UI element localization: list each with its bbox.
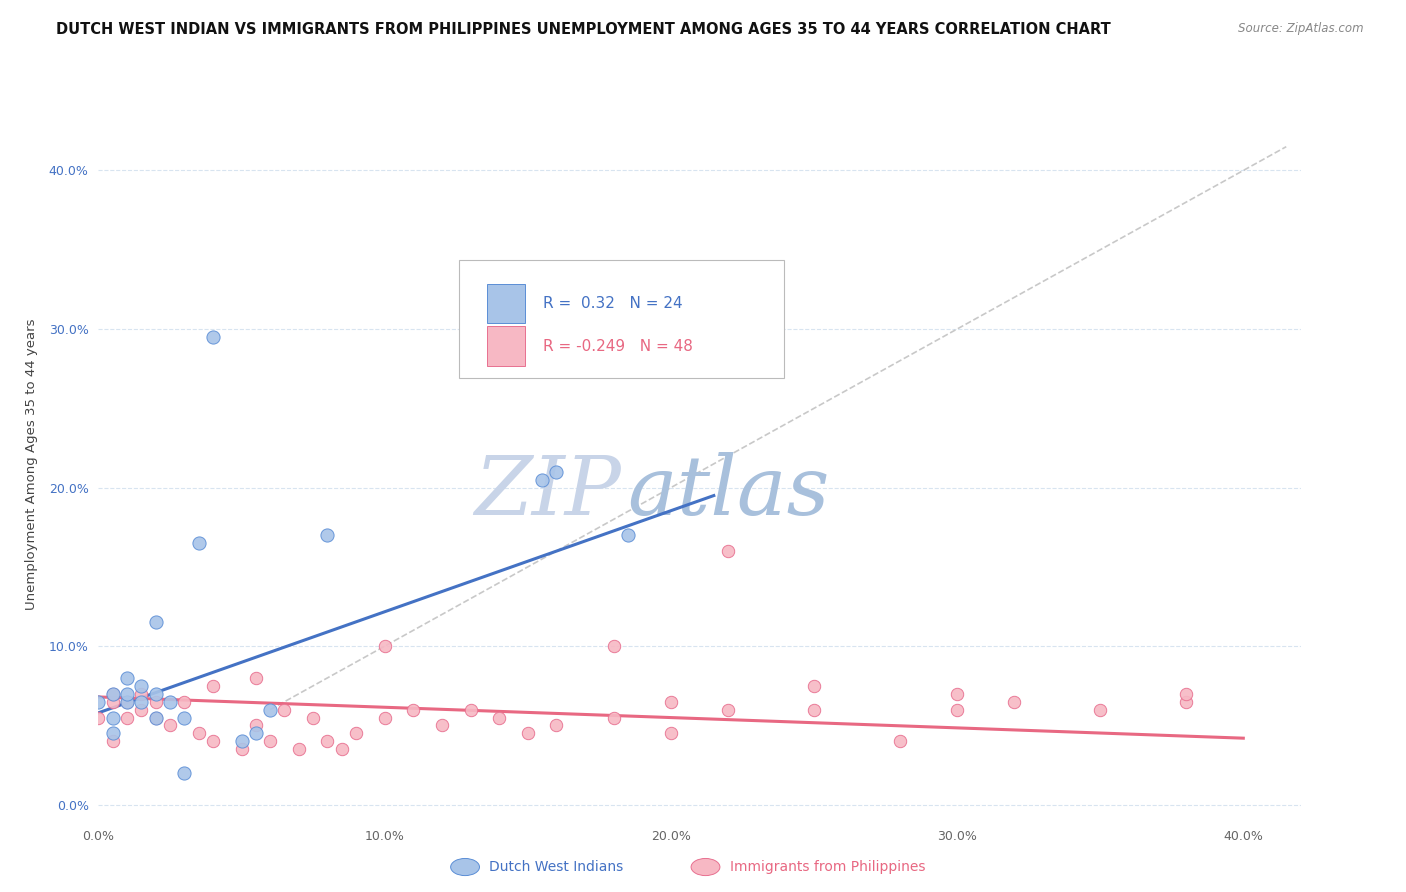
Point [131,687,153,701]
Point [430,718,453,732]
Point [259,734,281,748]
Point [115,710,138,724]
Point [145,710,167,724]
Point [617,528,640,542]
FancyBboxPatch shape [458,260,783,378]
Circle shape [451,858,479,876]
Point [115,687,138,701]
Point [330,742,353,756]
Point [1175,687,1198,701]
Text: R = -0.249   N = 48: R = -0.249 N = 48 [543,339,693,353]
Point [145,687,167,701]
Point [245,726,267,740]
Point [374,710,396,724]
Point [201,679,224,693]
Point [1088,703,1111,717]
Point [344,726,367,740]
Point [145,710,167,724]
Point [187,536,209,550]
Text: atlas: atlas [627,452,830,533]
Point [159,695,181,709]
Point [101,687,124,701]
Point [159,718,181,732]
Point [101,710,124,724]
Point [231,742,253,756]
Y-axis label: Unemployment Among Ages 35 to 44 years: Unemployment Among Ages 35 to 44 years [25,318,38,609]
Point [488,710,510,724]
Point [516,726,538,740]
Point [1175,695,1198,709]
Point [245,718,267,732]
Point [187,726,209,740]
Point [602,639,624,653]
Point [173,695,195,709]
Text: ZIP: ZIP [474,452,621,533]
FancyBboxPatch shape [486,326,526,366]
Point [717,544,740,558]
Point [131,679,153,693]
Point [173,766,195,780]
Point [273,703,295,717]
Point [889,734,911,748]
Point [131,695,153,709]
FancyBboxPatch shape [486,284,526,323]
Point [245,671,267,685]
Point [101,695,124,709]
Text: R =  0.32   N = 24: R = 0.32 N = 24 [543,296,683,310]
Point [201,330,224,344]
Point [173,710,195,724]
Point [101,734,124,748]
Point [231,734,253,748]
Point [131,703,153,717]
Point [946,687,969,701]
Point [145,615,167,630]
Point [201,734,224,748]
Point [101,726,124,740]
Point [374,639,396,653]
Text: DUTCH WEST INDIAN VS IMMIGRANTS FROM PHILIPPINES UNEMPLOYMENT AMONG AGES 35 TO 4: DUTCH WEST INDIAN VS IMMIGRANTS FROM PHI… [56,22,1111,37]
Circle shape [692,858,720,876]
Point [115,695,138,709]
Text: Source: ZipAtlas.com: Source: ZipAtlas.com [1239,22,1364,36]
Point [115,695,138,709]
Point [531,473,554,487]
Point [659,695,682,709]
Point [87,710,110,724]
Point [302,710,325,724]
Point [1002,695,1025,709]
Point [602,710,624,724]
Text: Immigrants from Philippines: Immigrants from Philippines [730,860,925,874]
Point [115,671,138,685]
Point [316,528,339,542]
Point [546,465,568,479]
Point [288,742,311,756]
Point [145,695,167,709]
Point [546,718,568,732]
Point [87,695,110,709]
Point [402,703,425,717]
Point [101,687,124,701]
Point [316,734,339,748]
Text: Dutch West Indians: Dutch West Indians [489,860,623,874]
Point [659,726,682,740]
Point [803,679,825,693]
Point [717,703,740,717]
Point [803,703,825,717]
Point [259,703,281,717]
Point [946,703,969,717]
Point [460,703,482,717]
